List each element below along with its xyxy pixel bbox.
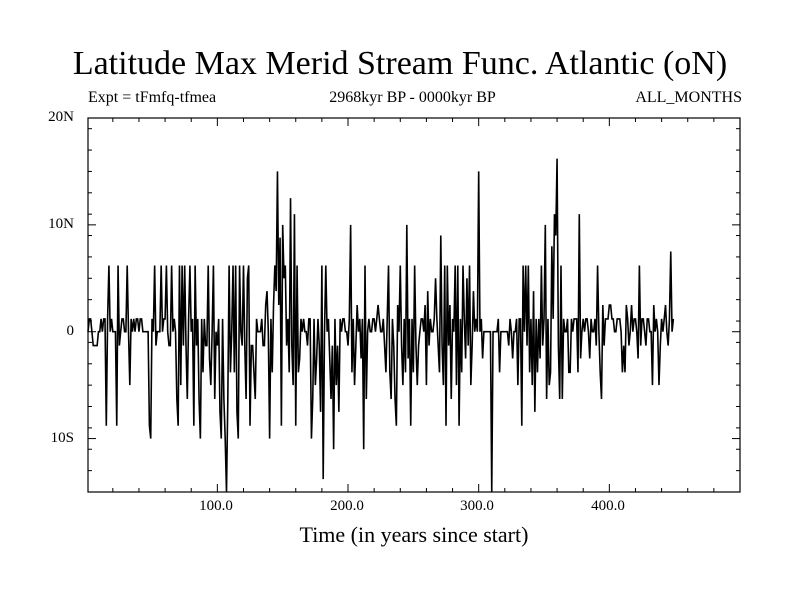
y-tick-label: 10S [50,430,74,446]
y-tick-label: 20N [48,109,74,125]
series-line [87,158,675,493]
x-axis-title: Time (in years since start) [299,522,529,547]
x-tick-label: 100.0 [199,498,233,514]
plot-frame [87,117,741,493]
time-range-label: 2968kyr BP - 0000kyr BP [329,89,496,106]
x-tick-label: 300.0 [460,498,494,514]
months-label: ALL_MONTHS [635,89,742,106]
x-tick-label: 400.0 [591,498,625,514]
x-tick-label: 200.0 [330,498,364,514]
y-tick-label: 10N [48,216,74,232]
experiment-label: Expt = tFmfq-tfmea [88,89,217,106]
chart-title: Latitude Max Merid Stream Func. Atlantic… [72,45,728,82]
axis-ticks [88,117,740,493]
y-tick-label: 0 [66,323,75,339]
